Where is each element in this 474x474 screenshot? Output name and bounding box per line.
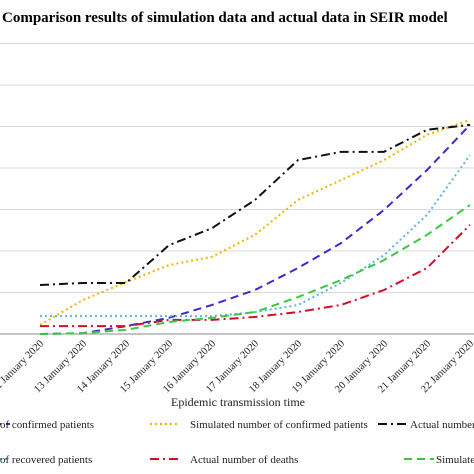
legend-label: of recovered patients [0, 454, 92, 466]
series-line [40, 224, 471, 328]
series-line [39, 124, 471, 335]
x-axis-title: Epidemic transmission time [171, 395, 305, 409]
series-line [40, 154, 471, 318]
series-line [39, 123, 471, 287]
series-line [39, 204, 471, 335]
chart-title: Comparison results of simulation data an… [2, 10, 448, 26]
legend-label: Actual number of [410, 419, 474, 431]
legend-label: of confirmed patients [0, 419, 94, 431]
legend-label: Actual number of deaths [190, 454, 298, 466]
legend-label: Simulated number of confirmed patients [190, 419, 368, 431]
series-line [39, 118, 471, 326]
legend-label: Simulated number [436, 454, 474, 466]
